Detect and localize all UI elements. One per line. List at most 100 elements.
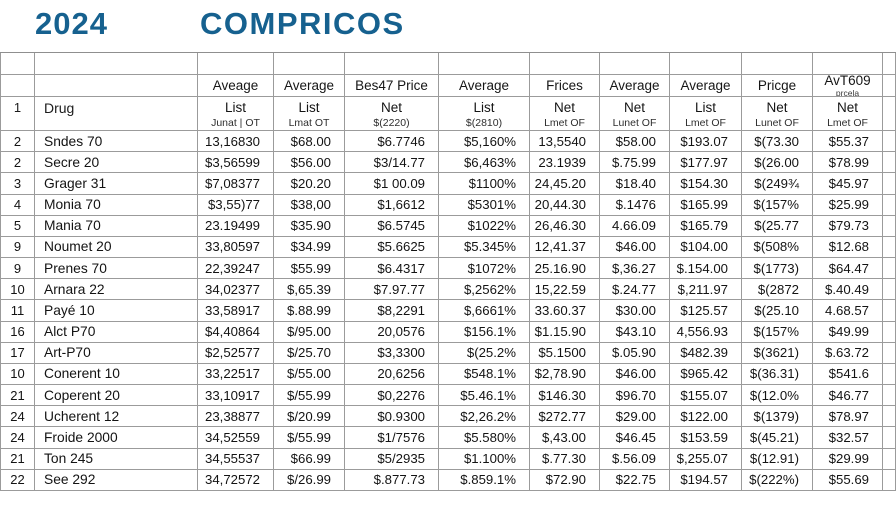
value-cell[interactable]: 20,44.30 bbox=[530, 194, 600, 216]
value-cell[interactable]: $8,2291 bbox=[345, 300, 439, 322]
value-cell[interactable]: $.1476 bbox=[600, 194, 670, 216]
drug-name-cell[interactable]: Secre 20 bbox=[35, 152, 198, 174]
value-cell[interactable]: $2,52577 bbox=[198, 342, 274, 364]
value-cell[interactable]: $6.7746 bbox=[345, 131, 439, 153]
value-cell[interactable]: $(3621) bbox=[742, 342, 813, 364]
value-cell[interactable]: $193.07 bbox=[670, 131, 742, 153]
value-cell[interactable]: 23,38877 bbox=[198, 406, 274, 428]
value-cell[interactable]: $1/7576 bbox=[345, 427, 439, 449]
value-cell[interactable]: $/20.99 bbox=[274, 406, 345, 428]
value-cell[interactable]: $194.57 bbox=[670, 469, 742, 491]
row-number-cell[interactable]: 16 bbox=[0, 321, 35, 343]
row-number-cell[interactable]: 22 bbox=[0, 469, 35, 491]
empty-cell[interactable] bbox=[883, 173, 896, 195]
value-cell[interactable]: $1.15.90 bbox=[530, 321, 600, 343]
value-cell[interactable]: $2,78.90 bbox=[530, 363, 600, 386]
value-cell[interactable]: $3,55)77 bbox=[198, 194, 274, 216]
value-cell[interactable]: $.40.49 bbox=[813, 279, 883, 301]
column-subheader-cell[interactable]: List Junat | OT bbox=[198, 97, 274, 131]
value-cell[interactable]: $29.00 bbox=[600, 406, 670, 428]
row-number-cell[interactable]: 2 bbox=[0, 152, 35, 174]
value-cell[interactable]: $,6661% bbox=[439, 300, 530, 322]
value-cell[interactable]: $(249¾ bbox=[742, 173, 813, 195]
value-cell[interactable]: 23.19499 bbox=[198, 215, 274, 237]
value-cell[interactable]: $1,6612 bbox=[345, 194, 439, 216]
row-number-cell[interactable]: 10 bbox=[0, 363, 35, 386]
value-cell[interactable]: $(36.31) bbox=[742, 363, 813, 386]
column-subheader-cell[interactable]: List Lmat OT bbox=[274, 97, 345, 131]
value-cell[interactable]: $79.73 bbox=[813, 215, 883, 237]
row-number-cell[interactable]: 9 bbox=[0, 236, 35, 259]
value-cell[interactable]: $/26.99 bbox=[274, 469, 345, 491]
value-cell[interactable]: $.63.72 bbox=[813, 342, 883, 364]
value-cell[interactable]: $32.57 bbox=[813, 427, 883, 449]
value-cell[interactable]: $(26.00 bbox=[742, 152, 813, 174]
value-cell[interactable]: $2,26.2% bbox=[439, 406, 530, 428]
value-cell[interactable]: $/55.00 bbox=[274, 363, 345, 386]
empty-cell[interactable] bbox=[883, 152, 896, 174]
value-cell[interactable]: 4.66.09 bbox=[600, 215, 670, 237]
value-cell[interactable]: 20,6256 bbox=[345, 363, 439, 386]
value-cell[interactable]: $46.00 bbox=[600, 236, 670, 259]
value-cell[interactable]: $7.97.77 bbox=[345, 279, 439, 301]
value-cell[interactable]: $/25.70 bbox=[274, 342, 345, 364]
value-cell[interactable]: $0,2276 bbox=[345, 385, 439, 407]
value-cell[interactable]: $(1773) bbox=[742, 258, 813, 280]
value-cell[interactable]: $(25.10 bbox=[742, 300, 813, 322]
empty-cell[interactable] bbox=[35, 53, 198, 75]
row-number-cell[interactable]: 5 bbox=[0, 215, 35, 237]
value-cell[interactable]: $,255.07 bbox=[670, 448, 742, 470]
value-cell[interactable]: $72.90 bbox=[530, 469, 600, 491]
value-cell[interactable]: $272.77 bbox=[530, 406, 600, 428]
value-cell[interactable]: $146.30 bbox=[530, 385, 600, 407]
value-cell[interactable]: $125.57 bbox=[670, 300, 742, 322]
drug-name-cell[interactable]: Coperent 20 bbox=[35, 385, 198, 407]
value-cell[interactable]: $.05.90 bbox=[600, 342, 670, 364]
empty-cell[interactable] bbox=[883, 75, 896, 97]
value-cell[interactable]: $.154.00 bbox=[670, 258, 742, 280]
column-header-cell[interactable]: Average bbox=[670, 75, 742, 97]
column-header-cell[interactable]: Average bbox=[439, 75, 530, 97]
value-cell[interactable]: $56.00 bbox=[274, 152, 345, 174]
value-cell[interactable]: $(25.77 bbox=[742, 215, 813, 237]
empty-cell[interactable] bbox=[0, 75, 35, 97]
value-cell[interactable]: $45.97 bbox=[813, 173, 883, 195]
drug-name-cell[interactable]: Ucherent 12 bbox=[35, 406, 198, 428]
empty-cell[interactable] bbox=[883, 215, 896, 237]
value-cell[interactable]: $55.69 bbox=[813, 469, 883, 491]
empty-cell[interactable] bbox=[883, 342, 896, 364]
value-cell[interactable]: $18.40 bbox=[600, 173, 670, 195]
empty-cell[interactable] bbox=[883, 194, 896, 216]
value-cell[interactable]: $.77.30 bbox=[530, 448, 600, 470]
value-cell[interactable]: $482.39 bbox=[670, 342, 742, 364]
empty-cell[interactable] bbox=[883, 236, 896, 259]
empty-cell[interactable] bbox=[883, 97, 896, 131]
column-header-cell[interactable]: Average bbox=[274, 75, 345, 97]
drug-name-cell[interactable]: Ton 245 bbox=[35, 448, 198, 470]
empty-cell[interactable] bbox=[345, 53, 439, 75]
row-number-cell[interactable]: 9 bbox=[0, 258, 35, 280]
value-cell[interactable]: $6.5745 bbox=[345, 215, 439, 237]
value-cell[interactable]: 34,72572 bbox=[198, 469, 274, 491]
value-cell[interactable]: $1100% bbox=[439, 173, 530, 195]
empty-cell[interactable] bbox=[883, 363, 896, 386]
empty-cell[interactable] bbox=[439, 53, 530, 75]
value-cell[interactable]: 24,45.20 bbox=[530, 173, 600, 195]
value-cell[interactable]: $58.00 bbox=[600, 131, 670, 153]
value-cell[interactable]: $12.68 bbox=[813, 236, 883, 259]
column-subheader-cell[interactable]: Net Lmet OF bbox=[813, 97, 883, 131]
value-cell[interactable]: $5.580% bbox=[439, 427, 530, 449]
value-cell[interactable]: $(73.30 bbox=[742, 131, 813, 153]
column-header-cell[interactable]: Bes47 Price bbox=[345, 75, 439, 97]
value-cell[interactable]: $541.6 bbox=[813, 363, 883, 386]
empty-cell[interactable] bbox=[0, 53, 35, 75]
value-cell[interactable]: $(25.2% bbox=[439, 342, 530, 364]
value-cell[interactable]: $(157% bbox=[742, 321, 813, 343]
value-cell[interactable]: $,65.39 bbox=[274, 279, 345, 301]
empty-cell[interactable] bbox=[600, 53, 670, 75]
value-cell[interactable]: $.877.73 bbox=[345, 469, 439, 491]
value-cell[interactable]: $122.00 bbox=[670, 406, 742, 428]
empty-cell[interactable] bbox=[813, 53, 883, 75]
value-cell[interactable]: $165.79 bbox=[670, 215, 742, 237]
value-cell[interactable]: $43.10 bbox=[600, 321, 670, 343]
